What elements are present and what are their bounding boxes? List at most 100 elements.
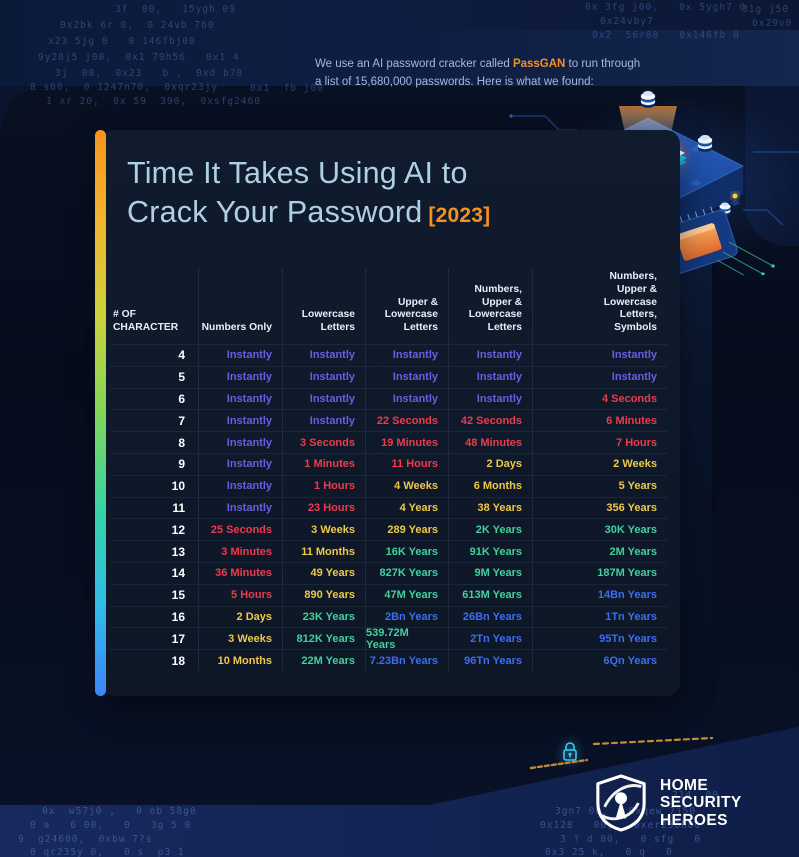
intro-text: We use an AI password cracker called Pas… bbox=[315, 55, 645, 92]
char-count-cell: 14 bbox=[110, 561, 198, 584]
crack-time-cell: 7 Hours bbox=[532, 431, 667, 453]
crack-time-cell: 23 Hours bbox=[282, 496, 365, 519]
shield-keyhole-icon bbox=[596, 774, 646, 832]
crack-time-cell: 14Bn Years bbox=[532, 583, 667, 606]
crack-time-cell: Instantly bbox=[448, 344, 532, 366]
crack-time-cell: 2Bn Years bbox=[365, 605, 448, 628]
char-count-cell: 11 bbox=[110, 496, 198, 519]
crack-time-cell: 11 Hours bbox=[365, 452, 448, 475]
crack-time-cell: 49 Years bbox=[282, 561, 365, 584]
crack-time-cell: Instantly bbox=[198, 431, 282, 453]
background-code-text: 0x1 fb j00 bbox=[250, 83, 324, 94]
crack-time-cell: 19 Minutes bbox=[365, 431, 448, 453]
crack-time-cell: Instantly bbox=[532, 365, 667, 388]
crack-time-cell: 2 Weeks bbox=[532, 452, 667, 475]
background-code-text: 0x2bk 6r 0, 0 24vb 760 bbox=[60, 20, 215, 31]
char-count-cell: 7 bbox=[110, 409, 198, 431]
crack-time-cell: Instantly bbox=[365, 365, 448, 388]
crack-time-cell: 47M Years bbox=[365, 583, 448, 606]
crack-time-cell: 812K Years bbox=[282, 627, 365, 650]
crack-time-cell: 4 Weeks bbox=[365, 474, 448, 497]
column-header: Numbers, Upper & Lowercase Letters bbox=[448, 268, 532, 344]
crack-time-cell: Instantly bbox=[282, 409, 365, 432]
crack-time-cell: 289 Years bbox=[365, 518, 448, 541]
crack-time-cell: 42 Seconds bbox=[448, 409, 532, 432]
background-code-text: 0x29v0 7 bbox=[752, 18, 793, 29]
crack-time-cell: Instantly bbox=[198, 496, 282, 519]
passgan-brand: PassGAN bbox=[512, 58, 566, 70]
gradient-accent-bar bbox=[95, 130, 106, 696]
char-count-cell: 15 bbox=[110, 583, 198, 606]
char-count-cell: 10 bbox=[110, 474, 198, 497]
crack-time-cell: Instantly bbox=[198, 365, 282, 388]
background-stripe bbox=[380, 30, 799, 86]
crack-time-cell: 827K Years bbox=[365, 561, 448, 584]
padlock-icon bbox=[563, 742, 577, 761]
background-code-text: 0 qr235y 0, 0 s p3 1 bbox=[30, 847, 185, 857]
intro-line2: a list of 15,680,000 passwords. Here is … bbox=[315, 76, 594, 89]
crack-time-cell: 3 Minutes bbox=[198, 540, 282, 562]
crack-time-cell: 23K Years bbox=[282, 605, 365, 628]
crack-time-cell: 4 Years bbox=[365, 496, 448, 519]
crack-time-cell: 356 Years bbox=[532, 496, 667, 519]
background-code-text: 8 s00, 0 1247n70, 0xqr23jy bbox=[30, 82, 219, 93]
background-code-text: 0x3 25 k, 0 q 0 bbox=[545, 847, 673, 857]
crack-time-cell: 6Qn Years bbox=[532, 649, 667, 671]
crack-time-cell: Instantly bbox=[198, 387, 282, 410]
crack-time-cell: Instantly bbox=[198, 344, 282, 366]
crack-time-cell: 9M Years bbox=[448, 561, 532, 584]
crack-time-cell: 2K Years bbox=[448, 518, 532, 541]
crack-time-cell: Instantly bbox=[532, 344, 667, 366]
crack-time-cell: 2M Years bbox=[532, 540, 667, 562]
background-code-text: 0x24vby7 bbox=[600, 16, 654, 27]
intro-after: to run through bbox=[565, 58, 641, 70]
crack-time-cell: 3 Weeks bbox=[282, 518, 365, 541]
crack-time-cell: 2 Days bbox=[448, 452, 532, 475]
crack-time-cell: Instantly bbox=[448, 387, 532, 410]
logo-line3: HEROES bbox=[660, 811, 728, 829]
crack-time-cell: 1 Minutes bbox=[282, 452, 365, 475]
char-count-cell: 8 bbox=[110, 431, 198, 453]
crack-time-cell: 7.23Bn Years bbox=[365, 649, 448, 671]
char-count-cell: 12 bbox=[110, 518, 198, 540]
background-code-text: 0x w57j0 , 0 ob 58g0 bbox=[42, 806, 197, 817]
crack-time-cell: 3 Weeks bbox=[198, 627, 282, 650]
crack-time-cell: 10 Months bbox=[198, 649, 282, 671]
char-count-cell: 18 bbox=[110, 649, 198, 671]
gold-dashes bbox=[592, 736, 714, 746]
crack-time-cell: 6 Months bbox=[448, 474, 532, 497]
crack-time-cell: 36 Minutes bbox=[198, 561, 282, 584]
crack-time-cell: 95Tn Years bbox=[532, 627, 667, 650]
background-code-text: 31g j50 bbox=[742, 4, 790, 15]
background-code-text: 0x 3fg j00, 0x 5ygh7 0 bbox=[585, 2, 747, 13]
crack-time-cell: 30K Years bbox=[532, 518, 667, 541]
crack-time-cell: 22 Seconds bbox=[365, 409, 448, 432]
crack-time-cell: 96Tn Years bbox=[448, 649, 532, 671]
background-code-text: 3f 00, 15ygh 09 bbox=[115, 4, 236, 15]
char-count-cell: 17 bbox=[110, 627, 198, 649]
main-card: Time It Takes Using AI to Crack Your Pas… bbox=[95, 130, 680, 696]
background-code-text: x23 5jg 0 0 146fbj00 bbox=[48, 36, 196, 47]
background-code-text: 0x2 56r00 0x146fb 0 bbox=[592, 30, 740, 41]
crack-time-cell: Instantly bbox=[282, 344, 365, 366]
char-count-cell: 9 bbox=[110, 452, 198, 475]
page-title: Time It Takes Using AI to Crack Your Pas… bbox=[127, 154, 490, 231]
background-code-text: 1 xr 20, 0x 59 390, 0xsfg2460 bbox=[46, 96, 262, 107]
crack-time-cell: 91K Years bbox=[448, 540, 532, 562]
background-code-text: 0x128 00, 0xer236h00 bbox=[540, 820, 702, 831]
title-line1: Time It Takes Using AI to bbox=[127, 156, 468, 190]
home-security-heroes-logo: HOME SECURITY HEROES bbox=[594, 773, 742, 833]
background-code-text: 9 g24600, 0xbw 7?s bbox=[18, 834, 153, 845]
crack-time-cell: 26Bn Years bbox=[448, 605, 532, 628]
char-count-cell: 5 bbox=[110, 365, 198, 388]
column-header: # OF CHARACTER bbox=[113, 309, 179, 334]
crack-time-cell: 38 Years bbox=[448, 496, 532, 519]
crack-time-cell: Instantly bbox=[198, 409, 282, 432]
crack-time-cell: 539.72M Years bbox=[365, 627, 448, 651]
crack-time-cell: Instantly bbox=[365, 387, 448, 410]
crack-time-cell: 48 Minutes bbox=[448, 431, 532, 453]
crack-time-cell: 16K Years bbox=[365, 540, 448, 562]
crack-time-cell: Instantly bbox=[198, 474, 282, 497]
intro-before: We use an AI password cracker called bbox=[315, 58, 513, 70]
